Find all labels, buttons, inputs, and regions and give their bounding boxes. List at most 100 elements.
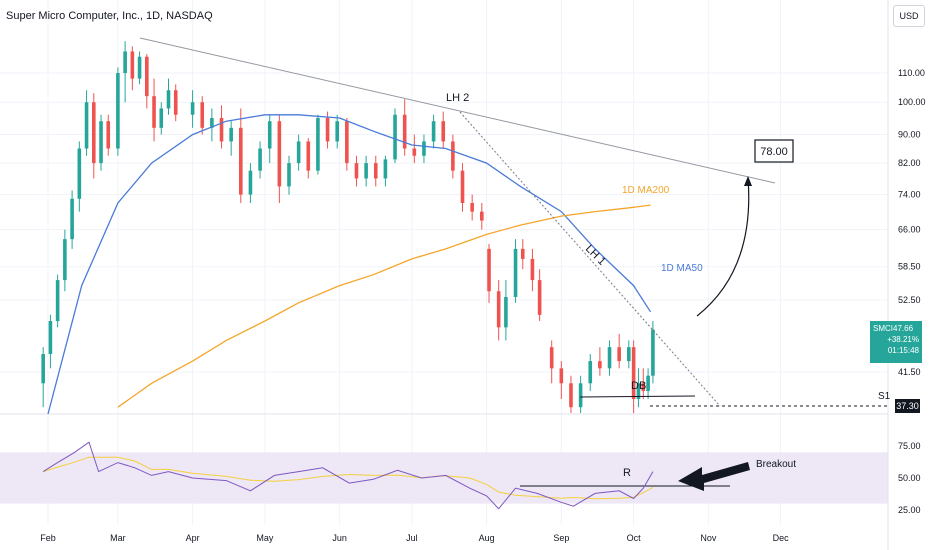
candle-body [159, 108, 164, 128]
breakout-arrow [678, 462, 750, 491]
candle-body [559, 368, 564, 384]
candle-body [470, 202, 474, 212]
price-tag-price: 47.66 [893, 324, 914, 333]
time-axis-label: May [256, 533, 274, 543]
candle-body [173, 90, 178, 115]
candle-body [219, 117, 224, 142]
currency-button[interactable]: USD [893, 5, 925, 27]
candle-body [364, 163, 368, 179]
projection-arrow [696, 177, 750, 317]
ma200-label: 1D MA200 [622, 185, 670, 196]
candle-body [84, 102, 89, 149]
candle-body [588, 361, 593, 384]
time-axis-label: Feb [40, 533, 56, 543]
grid [0, 0, 888, 525]
candle-body [412, 148, 417, 156]
price-tag-countdown: 01:15:48 [887, 346, 919, 355]
candle-body [513, 248, 518, 297]
candle-body [77, 148, 82, 199]
price-axis-label: 90.00 [898, 130, 921, 140]
candle-body [229, 127, 233, 142]
price-axis-label: 100.00 [898, 97, 926, 107]
lh2-trendline [139, 37, 776, 184]
projection-arrowhead [744, 176, 752, 186]
time-axis: Feb Mar Apr May Jun Jul Aug Sep Oct Nov Dec [40, 533, 789, 543]
candle-body [393, 114, 397, 160]
candle-body [137, 56, 142, 79]
candle-body [460, 170, 465, 203]
target-box [754, 139, 794, 163]
candle-body [354, 163, 359, 179]
candle-body [441, 121, 446, 142]
rsi-axis: 75.00 50.00 25.00 [898, 441, 921, 515]
candle-body [248, 170, 253, 195]
candle-body [316, 117, 320, 171]
candle-body [55, 280, 60, 322]
candle-body [598, 361, 602, 369]
time-axis-label: Sep [553, 533, 569, 543]
ma50-line [47, 114, 652, 415]
price-axis-label: 110.00 [898, 68, 925, 78]
candle-body [636, 383, 641, 400]
price-tag-symbol: SMCI [873, 324, 893, 333]
candle-body [335, 121, 339, 142]
candle-body [306, 141, 311, 171]
candle-body [145, 56, 149, 97]
rsi-axis-label: 25.00 [898, 505, 921, 515]
db-label: DB [631, 380, 646, 392]
db-line [579, 395, 696, 398]
target-label: 78.00 [760, 146, 788, 158]
ma50-label: 1D MA50 [661, 263, 703, 274]
candle-body [190, 102, 195, 115]
breakout-label: Breakout [756, 459, 796, 470]
time-axis-label: Nov [700, 533, 717, 543]
candle-body [496, 291, 501, 328]
candle-body [152, 96, 156, 128]
candle-body [373, 163, 378, 179]
candle-body [383, 159, 388, 179]
rsi-line [42, 441, 654, 510]
candle-body [267, 121, 272, 149]
rsi-ma-line [43, 456, 654, 500]
time-axis-label: Oct [627, 533, 642, 543]
candle-body [123, 51, 127, 73]
candle-body [646, 375, 650, 392]
price-axis-label: 66.00 [898, 225, 921, 235]
s1-label: S1 [878, 391, 891, 402]
price-axis-label: 82.00 [898, 158, 921, 168]
time-axis-label: Jul [406, 533, 418, 543]
candle-body [431, 121, 436, 142]
candle-body [200, 102, 205, 128]
candle-body [296, 141, 301, 164]
price-axis-label: 41.50 [898, 367, 921, 377]
candle-body [631, 347, 636, 400]
candle-body [578, 383, 583, 408]
ma200-line [117, 204, 651, 408]
time-axis-label: Dec [773, 533, 790, 543]
candle-body [287, 163, 291, 187]
candle-body [451, 141, 455, 171]
candle-body [258, 148, 262, 171]
candle-body [617, 347, 621, 362]
candle-body [422, 141, 426, 156]
candle-body [325, 117, 330, 142]
time-axis-label: Mar [110, 533, 126, 543]
candle-body [504, 296, 508, 328]
rsi-band [0, 452, 888, 504]
candle-body [549, 347, 554, 369]
lh1-trendline [459, 111, 721, 407]
candle-body [277, 121, 282, 187]
candle-body [487, 248, 491, 292]
candle-body [480, 211, 484, 221]
candle-body [48, 321, 53, 355]
candle-body [607, 347, 612, 369]
rsi-axis-label: 75.00 [898, 441, 921, 451]
candle-body [530, 258, 535, 281]
price-tag-change: +38.21% [887, 335, 919, 344]
time-axis-label: Aug [479, 533, 495, 543]
price-axis-label: 74.00 [898, 190, 921, 200]
candle-body [520, 248, 525, 259]
time-axis-label: Apr [186, 533, 200, 543]
candle-body [166, 90, 171, 109]
